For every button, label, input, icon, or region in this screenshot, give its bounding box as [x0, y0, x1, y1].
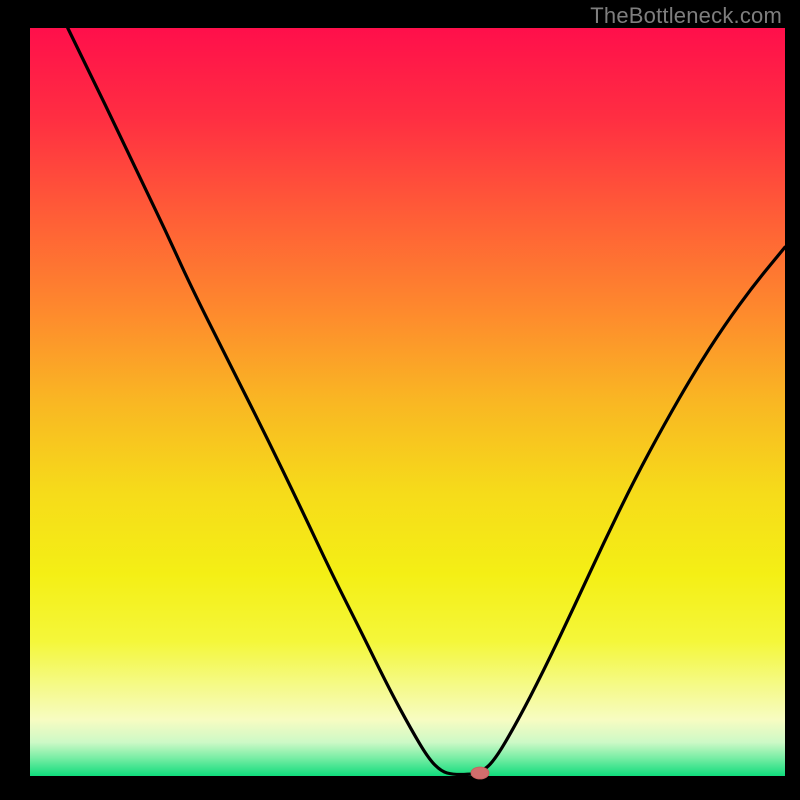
optimal-point-marker: [471, 767, 489, 779]
watermark-text: TheBottleneck.com: [590, 3, 782, 29]
chart-svg: [0, 0, 800, 800]
plot-background: [30, 28, 785, 776]
bottleneck-chart: TheBottleneck.com: [0, 0, 800, 800]
